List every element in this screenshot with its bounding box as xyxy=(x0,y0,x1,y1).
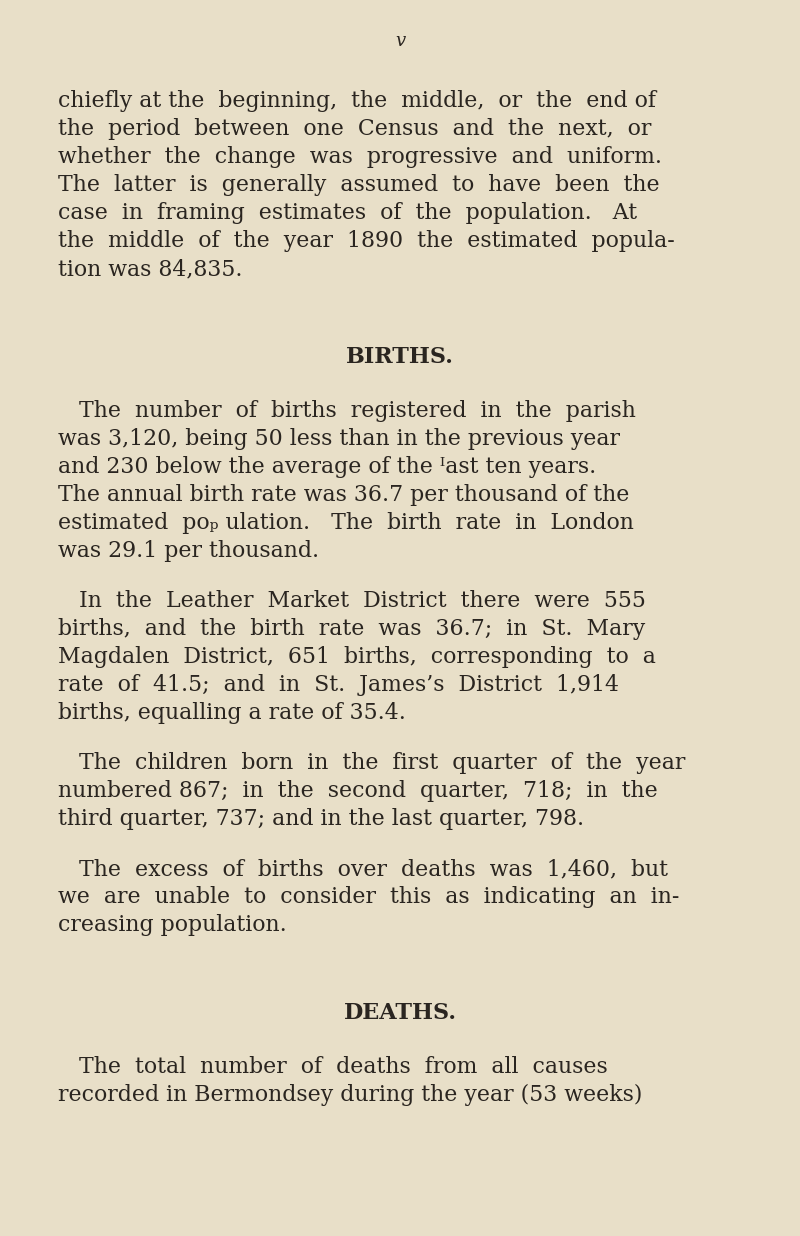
Text: the  period  between  one  Census  and  the  next,  or: the period between one Census and the ne… xyxy=(58,117,651,140)
Text: was 3,120, being 50 less than in the previous year: was 3,120, being 50 less than in the pre… xyxy=(58,428,620,450)
Text: births,  and  the  birth  rate  was  36.7;  in  St.  Mary: births, and the birth rate was 36.7; in … xyxy=(58,618,646,640)
Text: The  excess  of  births  over  deaths  was  1,460,  but: The excess of births over deaths was 1,4… xyxy=(58,858,668,880)
Text: Magdalen  District,  651  births,  corresponding  to  a: Magdalen District, 651 births, correspon… xyxy=(58,646,656,667)
Text: estimated  poₚ ulation.   The  birth  rate  in  London: estimated poₚ ulation. The birth rate in… xyxy=(58,512,634,534)
Text: BIRTHS.: BIRTHS. xyxy=(346,346,454,368)
Text: The  children  born  in  the  first  quarter  of  the  year: The children born in the first quarter o… xyxy=(58,751,686,774)
Text: numbered 867;  in  the  second  quarter,  718;  in  the: numbered 867; in the second quarter, 718… xyxy=(58,780,658,802)
Text: The  total  number  of  deaths  from  all  causes: The total number of deaths from all caus… xyxy=(58,1056,608,1078)
Text: creasing population.: creasing population. xyxy=(58,913,286,936)
Text: The  number  of  births  registered  in  the  parish: The number of births registered in the p… xyxy=(58,400,636,421)
Text: tion was 84,835.: tion was 84,835. xyxy=(58,258,242,281)
Text: The  latter  is  generally  assumed  to  have  been  the: The latter is generally assumed to have … xyxy=(58,174,660,197)
Text: whether  the  change  was  progressive  and  uniform.: whether the change was progressive and u… xyxy=(58,146,662,168)
Text: third quarter, 737; and in the last quarter, 798.: third quarter, 737; and in the last quar… xyxy=(58,808,584,831)
Text: and 230 below the average of the ᴵast ten years.: and 230 below the average of the ᴵast te… xyxy=(58,456,596,478)
Text: The annual birth rate was 36.7 per thousand of the: The annual birth rate was 36.7 per thous… xyxy=(58,485,630,506)
Text: births, equalling a rate of 35.4.: births, equalling a rate of 35.4. xyxy=(58,702,406,724)
Text: In  the  Leather  Market  District  there  were  555: In the Leather Market District there wer… xyxy=(58,590,646,612)
Text: rate  of  41.5;  and  in  St.  James’s  District  1,914: rate of 41.5; and in St. James’s Distric… xyxy=(58,674,619,696)
Text: case  in  framing  estimates  of  the  population.   At: case in framing estimates of the populat… xyxy=(58,201,637,224)
Text: v: v xyxy=(395,32,405,49)
Text: chiefly at the  beginning,  the  middle,  or  the  end of: chiefly at the beginning, the middle, or… xyxy=(58,90,656,112)
Text: the  middle  of  the  year  1890  the  estimated  popula-: the middle of the year 1890 the estimate… xyxy=(58,230,674,252)
Text: DEATHS.: DEATHS. xyxy=(343,1002,457,1023)
Text: we  are  unable  to  consider  this  as  indicating  an  in-: we are unable to consider this as indica… xyxy=(58,886,679,908)
Text: recorded in Bermondsey during the year (53 weeks): recorded in Bermondsey during the year (… xyxy=(58,1084,642,1106)
Text: was 29.1 per thousand.: was 29.1 per thousand. xyxy=(58,540,319,562)
